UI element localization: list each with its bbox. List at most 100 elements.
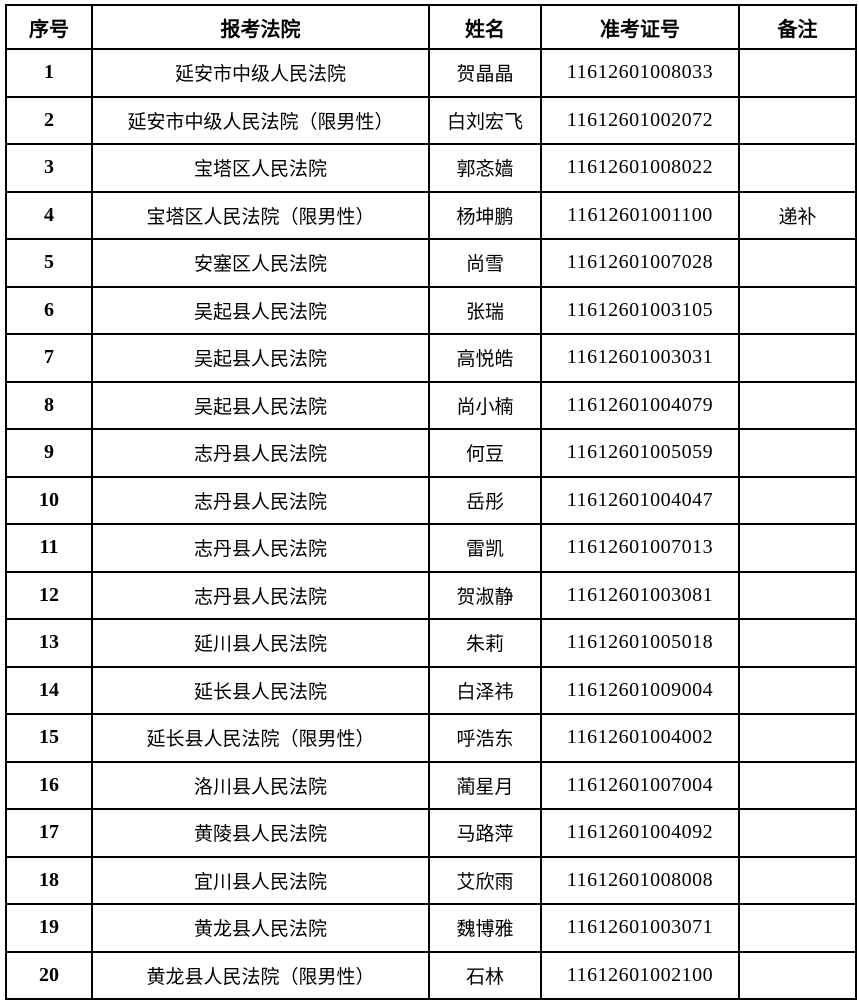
cell-name: 艾欣雨 bbox=[428, 855, 542, 905]
cell-court: 志丹县人民法院 bbox=[91, 570, 430, 620]
column-header-court: 报考法院 bbox=[91, 4, 430, 50]
cell-ticket: 11612601001100 bbox=[540, 190, 740, 240]
cell-name: 贺晶晶 bbox=[428, 48, 542, 98]
cell-name: 雷凯 bbox=[428, 523, 542, 573]
cell-note bbox=[738, 95, 857, 145]
cell-name: 岳彤 bbox=[428, 475, 542, 525]
cell-ticket: 11612601007004 bbox=[540, 760, 740, 810]
cell-court: 志丹县人民法院 bbox=[91, 428, 430, 478]
cell-ticket: 11612601003081 bbox=[540, 570, 740, 620]
cell-court: 吴起县人民法院 bbox=[91, 333, 430, 383]
column-header-seq: 序号 bbox=[5, 4, 93, 50]
cell-name: 马路萍 bbox=[428, 808, 542, 858]
cell-ticket: 11612601005018 bbox=[540, 618, 740, 668]
table-row: 18 宜川县人民法院 艾欣雨 11612601008008 bbox=[5, 855, 857, 905]
cell-name: 石林 bbox=[428, 950, 542, 1000]
cell-name: 白泽祎 bbox=[428, 665, 542, 715]
cell-seq: 10 bbox=[5, 475, 93, 525]
cell-seq: 15 bbox=[5, 713, 93, 763]
cell-name: 白刘宏飞 bbox=[428, 95, 542, 145]
cell-seq: 2 bbox=[5, 95, 93, 145]
cell-court: 延长县人民法院 bbox=[91, 665, 430, 715]
cell-ticket: 11612601004002 bbox=[540, 713, 740, 763]
cell-note: 递补 bbox=[738, 190, 857, 240]
cell-ticket: 11612601007028 bbox=[540, 238, 740, 288]
cell-note bbox=[738, 285, 857, 335]
cell-note bbox=[738, 808, 857, 858]
cell-seq: 14 bbox=[5, 665, 93, 715]
cell-court: 宜川县人民法院 bbox=[91, 855, 430, 905]
table-row: 2 延安市中级人民法院（限男性） 白刘宏飞 11612601002072 bbox=[5, 95, 857, 145]
cell-note bbox=[738, 855, 857, 905]
cell-ticket: 11612601005059 bbox=[540, 428, 740, 478]
cell-name: 蔺星月 bbox=[428, 760, 542, 810]
column-header-ticket: 准考证号 bbox=[540, 4, 740, 50]
cell-note bbox=[738, 428, 857, 478]
table-row: 12 志丹县人民法院 贺淑静 11612601003081 bbox=[5, 570, 857, 620]
table-row: 16 洛川县人民法院 蔺星月 11612601007004 bbox=[5, 760, 857, 810]
cell-ticket: 11612601003031 bbox=[540, 333, 740, 383]
cell-ticket: 11612601003071 bbox=[540, 903, 740, 953]
cell-name: 何豆 bbox=[428, 428, 542, 478]
table-row: 17 黄陵县人民法院 马路萍 11612601004092 bbox=[5, 808, 857, 858]
table-row: 9 志丹县人民法院 何豆 11612601005059 bbox=[5, 428, 857, 478]
table-row: 10 志丹县人民法院 岳彤 11612601004047 bbox=[5, 475, 857, 525]
table-row: 20 黄龙县人民法院（限男性） 石林 11612601002100 bbox=[5, 950, 857, 1000]
cell-ticket: 11612601008022 bbox=[540, 143, 740, 193]
cell-court: 黄陵县人民法院 bbox=[91, 808, 430, 858]
cell-seq: 16 bbox=[5, 760, 93, 810]
table-row: 7 吴起县人民法院 高悦皓 11612601003031 bbox=[5, 333, 857, 383]
cell-note bbox=[738, 618, 857, 668]
table-row: 19 黄龙县人民法院 魏博雅 11612601003071 bbox=[5, 903, 857, 953]
table-row: 1 延安市中级人民法院 贺晶晶 11612601008033 bbox=[5, 48, 857, 98]
cell-ticket: 11612601008033 bbox=[540, 48, 740, 98]
cell-court: 黄龙县人民法院 bbox=[91, 903, 430, 953]
cell-note bbox=[738, 475, 857, 525]
cell-note bbox=[738, 143, 857, 193]
cell-court: 吴起县人民法院 bbox=[91, 285, 430, 335]
table-body: 1 延安市中级人民法院 贺晶晶 11612601008033 2 延安市中级人民… bbox=[5, 48, 857, 1000]
cell-court: 延安市中级人民法院（限男性） bbox=[91, 95, 430, 145]
cell-court: 志丹县人民法院 bbox=[91, 475, 430, 525]
cell-seq: 13 bbox=[5, 618, 93, 668]
table-row: 15 延长县人民法院（限男性） 呼浩东 11612601004002 bbox=[5, 713, 857, 763]
cell-ticket: 11612601004079 bbox=[540, 380, 740, 430]
cell-court: 安塞区人民法院 bbox=[91, 238, 430, 288]
cell-seq: 19 bbox=[5, 903, 93, 953]
table-header: 序号 报考法院 姓名 准考证号 备注 bbox=[5, 4, 857, 50]
table-row: 13 延川县人民法院 朱莉 11612601005018 bbox=[5, 618, 857, 668]
cell-seq: 3 bbox=[5, 143, 93, 193]
cell-name: 杨坤鹏 bbox=[428, 190, 542, 240]
table-row: 3 宝塔区人民法院 郭忞嫱 11612601008022 bbox=[5, 143, 857, 193]
cell-note bbox=[738, 523, 857, 573]
cell-seq: 5 bbox=[5, 238, 93, 288]
cell-court: 延安市中级人民法院 bbox=[91, 48, 430, 98]
cell-name: 高悦皓 bbox=[428, 333, 542, 383]
cell-name: 尚雪 bbox=[428, 238, 542, 288]
column-header-name: 姓名 bbox=[428, 4, 542, 50]
table-row: 4 宝塔区人民法院（限男性） 杨坤鹏 11612601001100 递补 bbox=[5, 190, 857, 240]
cell-seq: 17 bbox=[5, 808, 93, 858]
cell-court: 延川县人民法院 bbox=[91, 618, 430, 668]
cell-ticket: 11612601008008 bbox=[540, 855, 740, 905]
cell-note bbox=[738, 950, 857, 1000]
cell-seq: 8 bbox=[5, 380, 93, 430]
cell-note bbox=[738, 665, 857, 715]
table-row: 6 吴起县人民法院 张瑞 11612601003105 bbox=[5, 285, 857, 335]
cell-seq: 12 bbox=[5, 570, 93, 620]
cell-note bbox=[738, 48, 857, 98]
cell-ticket: 11612601002072 bbox=[540, 95, 740, 145]
cell-name: 魏博雅 bbox=[428, 903, 542, 953]
cell-seq: 9 bbox=[5, 428, 93, 478]
cell-court: 宝塔区人民法院 bbox=[91, 143, 430, 193]
cell-seq: 1 bbox=[5, 48, 93, 98]
cell-ticket: 11612601003105 bbox=[540, 285, 740, 335]
cell-note bbox=[738, 570, 857, 620]
cell-seq: 6 bbox=[5, 285, 93, 335]
cell-seq: 4 bbox=[5, 190, 93, 240]
cell-seq: 7 bbox=[5, 333, 93, 383]
cell-seq: 20 bbox=[5, 950, 93, 1000]
cell-name: 朱莉 bbox=[428, 618, 542, 668]
table-row: 14 延长县人民法院 白泽祎 11612601009004 bbox=[5, 665, 857, 715]
